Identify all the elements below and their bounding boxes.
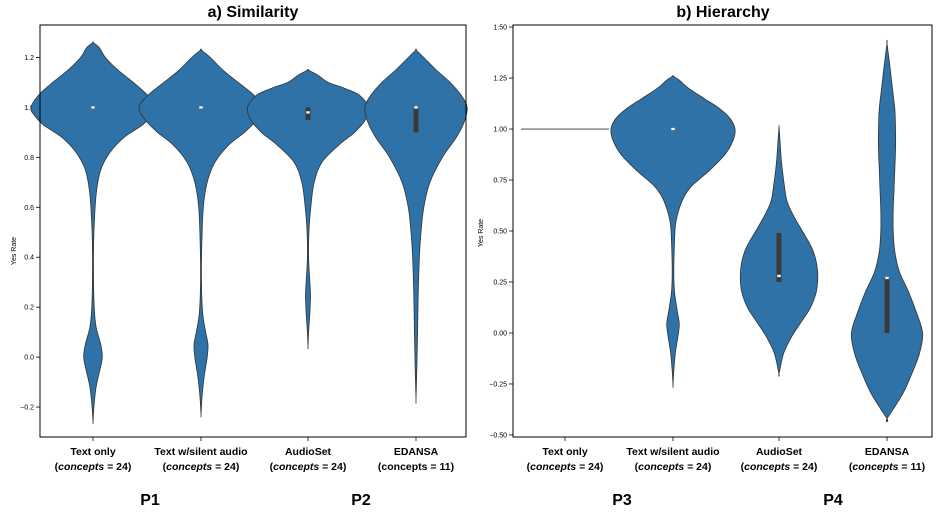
x-tick-sublabel: (concepts = 24) — [55, 461, 132, 473]
similarity-panel: a) Similarity Yes Rate −0.2 0.0 0.2 0.4 0.6 0… — [11, 4, 468, 473]
hierarchy-panel: b) Hierarchy Yes Rate −0.50 −0.25 0.00 0.25… — [478, 4, 933, 473]
x-tick-label: EDANSA — [865, 446, 910, 458]
y-tick-label: −0.2 — [20, 405, 34, 412]
paren: ( — [635, 461, 639, 473]
panel-title: a) Similarity — [208, 4, 299, 21]
paren: ( — [270, 461, 274, 473]
count: = 24) — [104, 461, 131, 473]
y-axis: −0.50 −0.25 0.00 0.25 0.50 0.75 1.00 1.25 1.50 — [489, 25, 513, 439]
count: = 24) — [576, 461, 603, 473]
count: = 24) — [319, 461, 346, 473]
x-tick-sublabel: (concepts = 24) — [741, 461, 818, 473]
x-tick-label: AudioSet — [285, 446, 332, 458]
paren: ( — [527, 461, 531, 473]
p2-label: P2 — [351, 492, 371, 509]
violin-box-3 — [413, 107, 419, 133]
y-tick-label: 0.0 — [24, 355, 34, 362]
violin-0 — [30, 41, 156, 425]
y-tick-label: 0.25 — [493, 279, 507, 286]
violin-box-3 — [884, 277, 890, 333]
violin-median-3 — [414, 106, 418, 109]
x-tick-sublabel: (concepts = 24) — [163, 461, 240, 473]
count: = 24) — [790, 461, 817, 473]
plot-frame — [39, 24, 467, 438]
paren: ( — [163, 461, 167, 473]
violin-3 — [850, 39, 924, 423]
concepts-word: concepts — [638, 461, 684, 473]
y-axis: −0.2 0.0 0.2 0.4 0.6 0.8 1.0 1.2 — [20, 55, 40, 412]
count: = 24) — [684, 461, 711, 473]
paren: ( — [741, 461, 745, 473]
y-tick-label: 0.2 — [24, 305, 34, 312]
x-tick-sublabel: (concepts = 11) — [849, 461, 925, 473]
panel-title: b) Hierarchy — [676, 4, 769, 21]
violin-1 — [138, 48, 264, 418]
y-tick-label: 1.00 — [493, 127, 507, 134]
violin-1 — [610, 75, 736, 388]
concepts-word: concepts — [744, 461, 790, 473]
violin-median-3 — [885, 276, 889, 280]
x-tick-sublabel: (concepts = 11) — [378, 461, 454, 473]
x-tick-sublabel: (concepts = 24) — [635, 461, 712, 473]
count: = 11) — [899, 461, 926, 473]
y-tick-label: 0.6 — [24, 205, 34, 212]
y-axis-label: Yes Rate — [478, 219, 485, 247]
x-axis: Text only(concepts = 24)Text w/silent au… — [527, 437, 925, 473]
x-tick-sublabel: (concepts = 24) — [270, 461, 347, 473]
concepts-word: concepts — [530, 461, 576, 473]
x-tick-label: AudioSet — [756, 446, 803, 458]
plot-frame — [512, 24, 933, 438]
x-tick-label: EDANSA — [394, 446, 439, 458]
count: = 24) — [212, 461, 239, 473]
y-tick-label: 1.0 — [24, 105, 34, 112]
y-tick-label: 0.75 — [493, 178, 507, 185]
y-tick-label: 1.2 — [24, 55, 34, 62]
x-tick-sublabel: (concepts = 24) — [527, 461, 604, 473]
concepts-word: concepts — [852, 461, 898, 473]
violin-3 — [364, 48, 468, 404]
y-tick-label: 0.00 — [493, 330, 507, 337]
paren: ( — [849, 461, 853, 473]
y-tick-label: 1.50 — [493, 25, 507, 32]
y-tick-label: −0.25 — [489, 381, 507, 388]
concepts-word: concepts — [166, 461, 212, 473]
x-axis: Text only(concepts = 24)Text w/silent au… — [55, 437, 454, 473]
p4-label: P4 — [823, 492, 843, 509]
concepts-word: concepts — [273, 461, 319, 473]
violin-median-2 — [777, 274, 781, 278]
p1-label: P1 — [140, 492, 160, 509]
x-tick-label: Text w/silent audio — [154, 446, 247, 458]
violin-box-2 — [776, 233, 782, 282]
y-tick-label: 0.8 — [24, 155, 34, 162]
x-tick-label: Text only — [542, 446, 587, 458]
violin-2 — [246, 68, 370, 350]
y-tick-label: 0.4 — [24, 255, 34, 262]
x-tick-label: Text only — [70, 446, 115, 458]
x-tick-label: Text w/silent audio — [626, 446, 719, 458]
paren: ( — [55, 461, 59, 473]
concepts-word: concepts — [58, 461, 104, 473]
plot-area — [521, 39, 924, 423]
violin-median-0 — [91, 106, 95, 109]
p3-label: P3 — [612, 492, 632, 509]
violin-median-1 — [671, 127, 675, 131]
y-tick-label: 1.25 — [493, 76, 507, 83]
y-tick-label: −0.50 — [489, 432, 507, 439]
y-axis-label: Yes Rate — [11, 237, 18, 265]
y-tick-label: 0.50 — [493, 229, 507, 236]
violin-median-1 — [199, 106, 203, 109]
violin-median-2 — [306, 111, 310, 114]
plot-area — [30, 41, 468, 425]
count: (concepts = 11) — [378, 461, 454, 473]
